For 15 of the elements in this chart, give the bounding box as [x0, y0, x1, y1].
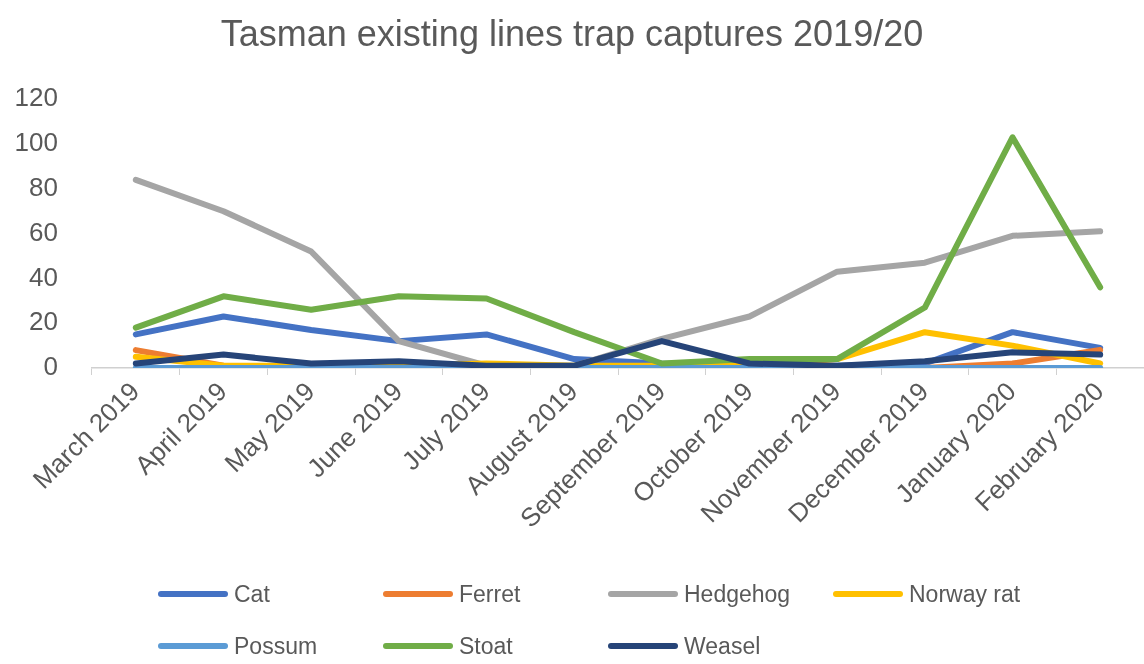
y-tick-label: 120 [14, 82, 58, 113]
legend-label: Norway rat [909, 580, 1021, 608]
y-tick-label: 20 [29, 306, 58, 337]
y-tick-label: 100 [14, 127, 58, 158]
y-tick-label: 40 [29, 261, 58, 292]
y-tick-label: 0 [43, 351, 58, 382]
y-tick-label: 60 [29, 216, 58, 247]
chart-title: Tasman existing lines trap captures 2019/20 [220, 12, 924, 54]
legend-label: Hedgehog [684, 580, 791, 608]
legend-label: Cat [234, 580, 270, 608]
y-tick-label: 80 [29, 171, 58, 202]
legend-label: Stoat [459, 632, 513, 660]
legend-label: Ferret [459, 580, 521, 608]
legend-label: Possum [234, 632, 318, 660]
legend-label: Weasel [684, 632, 761, 660]
